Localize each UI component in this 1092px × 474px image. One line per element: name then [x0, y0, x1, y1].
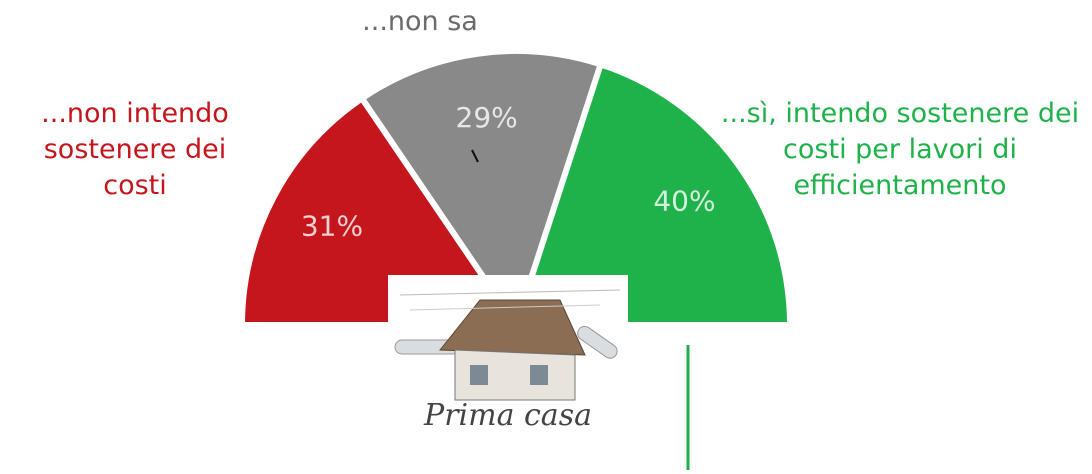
slice-label: ...non intendo sostenere dei costi [41, 98, 229, 201]
value-label: 40% [653, 185, 715, 218]
slice [511, 60, 794, 328]
house-picture: Prima casa [388, 275, 628, 471]
slice [238, 94, 522, 328]
value-label: 31% [301, 210, 363, 243]
slice-label: ...non sa [362, 6, 478, 37]
tick-mark [471, 149, 479, 163]
slice-label: ...sì, intendo sostenere dei costi per l… [720, 98, 1080, 201]
value-label: 29% [456, 101, 518, 134]
slice [357, 48, 605, 332]
picture-caption: Prima casa [423, 398, 592, 433]
